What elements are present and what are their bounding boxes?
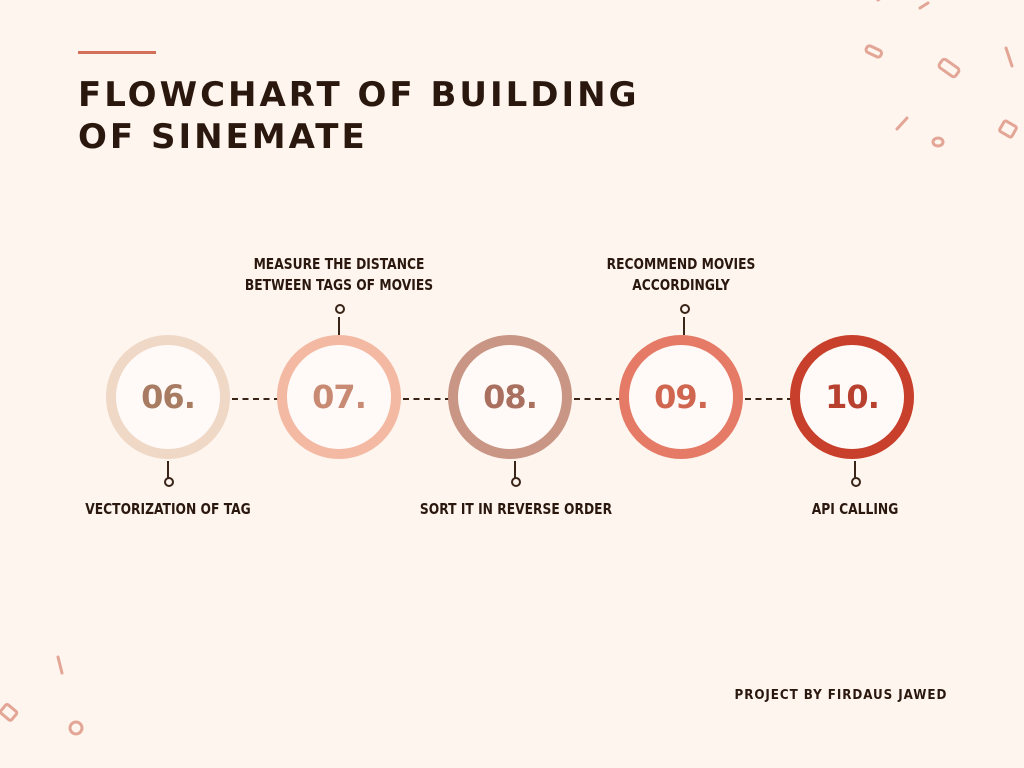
step-number-08: 08.	[483, 378, 538, 416]
step-number-09: 09.	[654, 378, 709, 416]
stem-dot-10	[851, 477, 861, 487]
step-circle-08: 08.	[448, 335, 572, 459]
stem-08	[514, 461, 516, 479]
connector-09-10	[745, 398, 793, 400]
stem-09	[683, 317, 685, 335]
stem-07	[338, 317, 340, 335]
confetti-ring	[931, 136, 945, 148]
confetti-dash	[1004, 46, 1014, 68]
step-circle-09: 09.	[619, 335, 743, 459]
confetti-rect	[864, 44, 884, 59]
connector-08-09	[574, 398, 622, 400]
stem-06	[167, 461, 169, 479]
project-credit: PROJECT BY FIRDAUS JAWED	[734, 688, 947, 703]
confetti-rect	[998, 119, 1018, 139]
step-label-08: SORT IT IN REVERSE ORDER	[418, 499, 615, 520]
step-label-06-line-1: VECTORIZATION OF TAG	[85, 500, 251, 518]
step-number-06: 06.	[141, 378, 196, 416]
step-circle-07: 07.	[277, 335, 401, 459]
step-label-08-line-1: SORT IT IN REVERSE ORDER	[419, 500, 613, 518]
step-label-07-line-1: MEASURE THE DISTANCE	[253, 255, 425, 273]
connector-07-08	[403, 398, 451, 400]
stem-dot-09	[680, 304, 690, 314]
stem-dot-06	[164, 477, 174, 487]
stem-dot-08	[511, 477, 521, 487]
step-label-06: VECTORIZATION OF TAG	[70, 499, 267, 520]
confetti-rect	[0, 702, 19, 722]
confetti-dash	[895, 116, 909, 131]
step-label-09-line-1: RECOMMEND MOVIES	[606, 255, 756, 273]
stem-dot-07	[335, 304, 345, 314]
stem-10	[854, 461, 856, 479]
step-label-10: API CALLING	[757, 499, 954, 520]
step-number-07: 07.	[312, 378, 367, 416]
confetti-dash	[918, 1, 930, 10]
step-label-10-line-1: API CALLING	[811, 500, 899, 518]
title-line-1: FLOWCHART OF BUILDING	[78, 75, 640, 115]
step-label-09: RECOMMEND MOVIES ACCORDINGLY	[583, 254, 780, 296]
step-label-07-line-2: BETWEEN TAGS OF MOVIES	[244, 276, 434, 294]
title-line-2: OF SINEMATE	[78, 117, 368, 157]
step-circle-06: 06.	[106, 335, 230, 459]
confetti-rect	[937, 57, 961, 79]
title-accent-line	[78, 51, 156, 54]
page-title: FLOWCHART OF BUILDING OF SINEMATE	[78, 74, 640, 158]
step-number-10: 10.	[825, 378, 880, 416]
step-label-07: MEASURE THE DISTANCE BETWEEN TAGS OF MOV…	[241, 254, 438, 296]
step-circle-10: 10.	[790, 335, 914, 459]
step-label-09-line-2: ACCORDINGLY	[632, 276, 730, 294]
confetti-ring	[68, 720, 84, 736]
connector-06-07	[232, 398, 280, 400]
confetti-dash	[56, 655, 64, 675]
